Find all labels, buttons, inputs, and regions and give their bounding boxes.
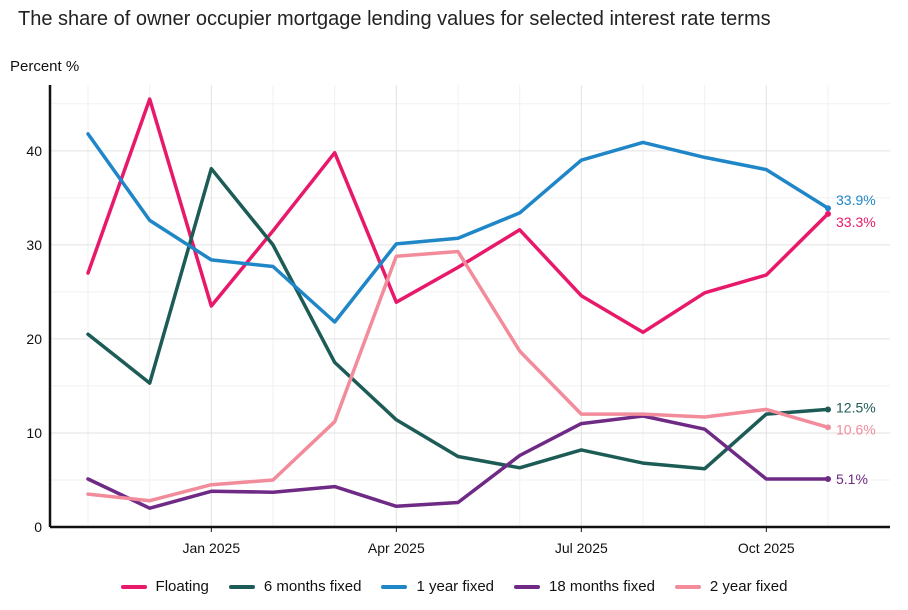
y-tick-label: 10 [26, 425, 42, 441]
series-end-point [825, 406, 831, 413]
legend-swatch [120, 584, 147, 589]
legend-label: 1 year fixed [416, 578, 495, 595]
plot-area: 0 10 20 30 40 Jan 2025 Apr 2025 Jul 2025 Oct 202… [26, 85, 890, 556]
series-end-point [825, 210, 831, 217]
series-end-label: 33.9% [836, 192, 876, 208]
legend-item: 18 months fixed [514, 578, 655, 595]
x-tick-label: Jul 2025 [555, 540, 608, 556]
legend-swatch [674, 584, 701, 589]
x-tick-label: Jan 2025 [183, 540, 241, 556]
series-end-point [825, 476, 831, 483]
y-tick-label: 30 [26, 237, 42, 253]
series-line [86, 97, 830, 335]
legend-swatch [514, 584, 541, 589]
legend-label: 6 months fixed [263, 578, 362, 595]
legend: Floating 6 months fixed 1 year fixed 18 mon… [0, 578, 908, 595]
series-line [86, 249, 830, 503]
legend-label: 18 months fixed [549, 578, 655, 595]
y-tick-label: 0 [34, 519, 42, 535]
legend-item: Floating [120, 578, 209, 595]
y-tick-label: 40 [26, 143, 42, 159]
legend-label: Floating [155, 578, 209, 595]
y-tick-label: 20 [26, 331, 42, 347]
series-line [86, 166, 830, 471]
series-end-point [825, 424, 831, 431]
legend-item: 6 months fixed [228, 578, 362, 595]
series-line [86, 414, 830, 510]
x-tick-label: Oct 2025 [738, 540, 795, 556]
y-axis-label: Percent % [10, 58, 80, 75]
series-line [86, 132, 830, 324]
x-tick-label: Apr 2025 [368, 540, 425, 556]
series-end-point [825, 205, 831, 212]
series-end-label: 12.5% [836, 399, 876, 415]
legend-item: 2 year fixed [674, 578, 788, 595]
series-end-label: 33.3% [836, 214, 876, 230]
series-end-label: 10.6% [836, 421, 876, 437]
chart-title: The share of owner occupier mortgage len… [18, 8, 771, 30]
legend-item: 1 year fixed [381, 578, 494, 595]
legend-swatch [381, 584, 408, 589]
legend-label: 2 year fixed [709, 578, 788, 595]
series-end-label: 5.1% [836, 471, 868, 487]
legend-swatch [228, 584, 255, 589]
